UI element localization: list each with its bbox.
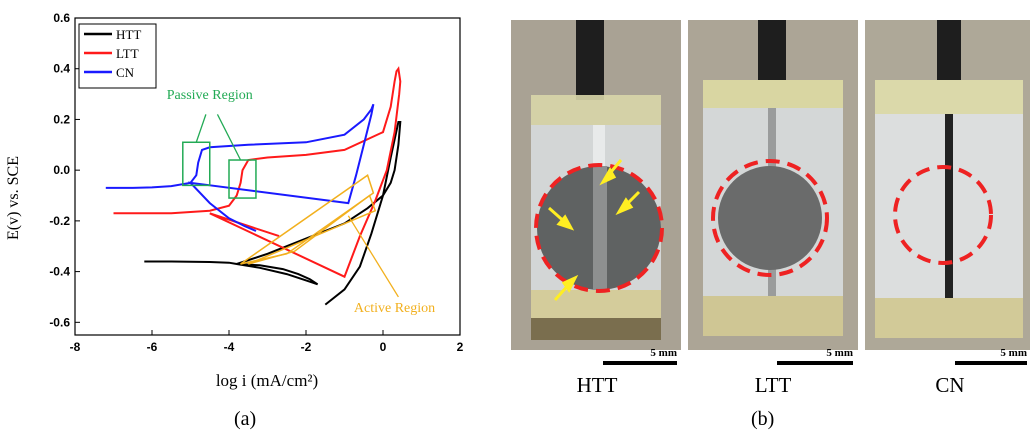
- polarization-chart: -8 -6 -4 -2 0 2 0.6 0.4 0.2 0.0 -0.2 -0.4 -0.6 Passi…: [5, 11, 464, 390]
- photo-ltt: [688, 20, 858, 350]
- active-region-label: Active Region: [354, 301, 435, 316]
- panel-label-a: (a): [234, 408, 257, 430]
- series-line-htt: [144, 121, 402, 306]
- y-axis-label: E(v) vs. SCE: [5, 156, 22, 240]
- active-region-outline: [247, 194, 377, 265]
- plot-frame: [74, 17, 461, 336]
- active-pointer: [347, 215, 399, 298]
- scale-bar-cn: 5 mm: [955, 347, 1027, 365]
- passive-pointer: [195, 114, 207, 143]
- passive-box-ltt: [228, 159, 257, 199]
- legend: HTT LTT CN: [78, 23, 157, 89]
- y-tick-label: 0.0: [53, 163, 70, 177]
- photo-htt: [511, 20, 681, 350]
- x-tick-label: 0: [380, 340, 387, 354]
- y-tick-label: 0.4: [53, 62, 70, 76]
- panel-label-b: (b): [751, 408, 775, 430]
- scale-bar-htt: 5 mm: [603, 347, 677, 365]
- series-line-cn: [105, 103, 375, 232]
- x-tick-label: 2: [457, 340, 464, 354]
- axis-ticks: -8 -6 -4 -2 0 2 0.6 0.4 0.2 0.0 -0.2 -0.4 -0.6: [49, 11, 463, 354]
- x-axis-label: log i (mA/cm²): [216, 371, 318, 390]
- annotations: Passive Region Active Region: [167, 88, 435, 316]
- passive-region-label: Passive Region: [167, 88, 253, 103]
- label-cn: CN: [935, 373, 965, 397]
- passive-pointer: [216, 114, 242, 161]
- y-tick-label: -0.4: [49, 265, 70, 279]
- scale-bar-ltt: 5 mm: [777, 347, 853, 365]
- label-htt: HTT: [576, 373, 618, 397]
- series-lines: [105, 66, 402, 306]
- y-tick-label: 0.6: [53, 11, 70, 25]
- label-ltt: LTT: [754, 373, 792, 397]
- x-tick-label: -6: [147, 340, 158, 354]
- x-tick-label: -8: [70, 340, 81, 354]
- x-tick-label: -2: [301, 340, 312, 354]
- legend-label-cn: CN: [116, 65, 135, 80]
- legend-label-ltt: LTT: [116, 46, 139, 61]
- y-tick-label: -0.2: [49, 214, 70, 228]
- y-tick-label: 0.2: [53, 112, 70, 126]
- photo-cn: [865, 20, 1030, 350]
- series-line-ltt: [113, 66, 402, 279]
- x-tick-label: -4: [224, 340, 235, 354]
- legend-label-htt: HTT: [116, 27, 141, 42]
- y-tick-label: -0.6: [49, 315, 70, 329]
